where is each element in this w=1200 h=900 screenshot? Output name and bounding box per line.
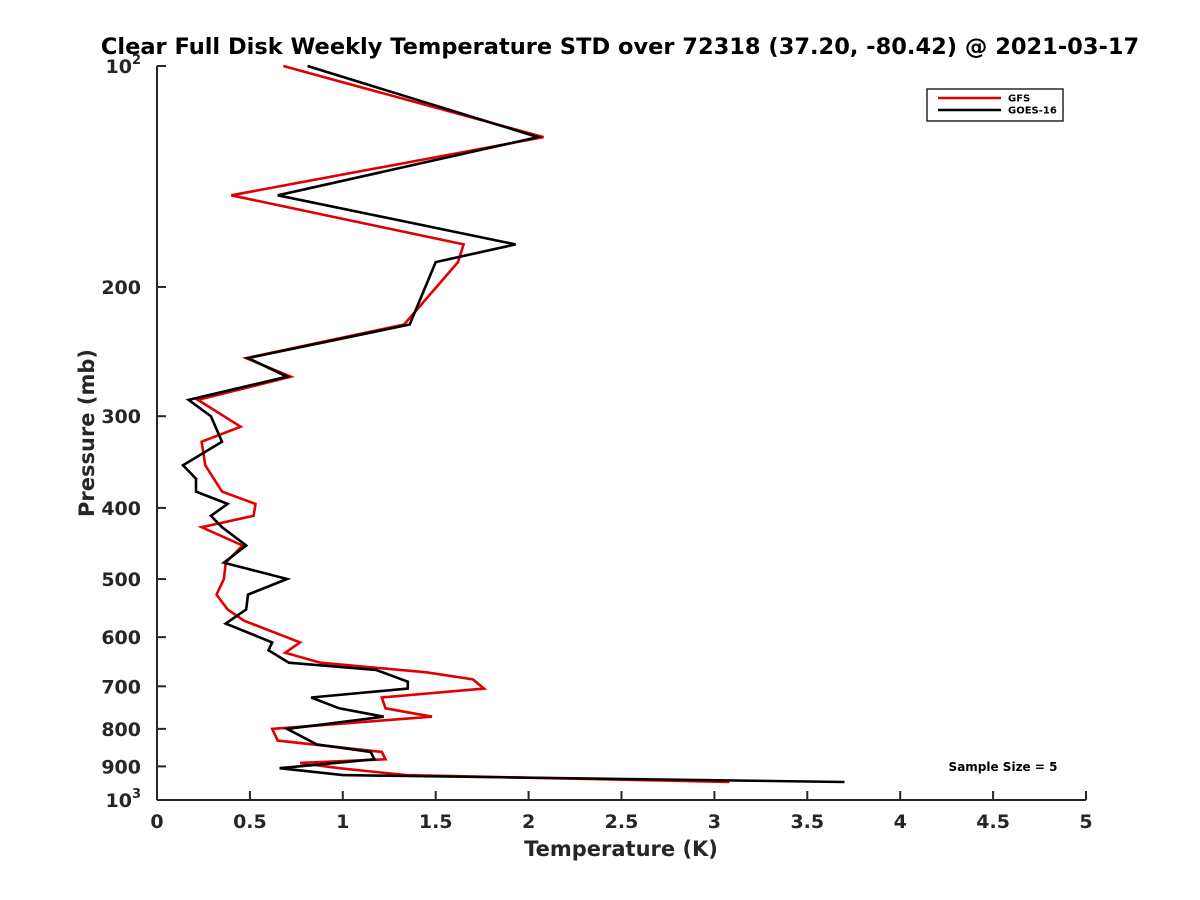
y-tick-label: 600 [101,627,141,649]
y-axis-label: Pressure (mb) [75,349,99,517]
y-tick-label: 300 [101,406,141,428]
y-tick-base: 10 [106,56,132,78]
x-tick-label: 4 [894,811,907,833]
series-line-gfs [194,64,730,784]
y-tick-exponent: 2 [132,53,141,68]
series-lines [180,64,845,784]
x-tick-label: 0 [150,811,163,833]
x-tick-label: 3.5 [790,811,824,833]
legend-box [926,88,1064,122]
y-tick-label: 102 [106,53,142,78]
x-tick-label: 2 [522,811,535,833]
y-tick-base: 200 [101,277,141,299]
y-tick-label: 900 [101,756,141,778]
x-tick-label: 2.5 [605,811,639,833]
x-axis-label: Temperature (K) [524,837,718,861]
sample-size-annotation: Sample Size = 5 [949,760,1058,774]
legend-label: GFS [1008,94,1030,105]
legend-label: GOES-16 [1008,106,1057,117]
plot-area: 0 0.5 1 1.5 2 2.5 3 3.5 4 4.5 5 102200300400500600… [101,53,1092,833]
y-tick-base: 10 [106,790,132,812]
x-tick-label: 3 [708,811,721,833]
y-tick-base: 500 [101,569,141,591]
y-tick-label: 200 [101,277,141,299]
y-tick-base: 700 [101,676,141,698]
series-line-goes-16 [180,64,845,784]
y-tick-label: 700 [101,676,141,698]
x-tick-label: 5 [1079,811,1092,833]
chart-title: Clear Full Disk Weekly Temperature STD o… [101,34,1139,60]
x-tick-label: 4.5 [976,811,1010,833]
y-tick-base: 300 [101,406,141,428]
y-tick-base: 600 [101,627,141,649]
x-ticks: 0 0.5 1 1.5 2 2.5 3 3.5 4 4.5 5 [150,791,1093,833]
x-tick-label: 0.5 [233,811,267,833]
y-tick-base: 900 [101,756,141,778]
x-tick-label: 1.5 [419,811,453,833]
y-tick-label: 800 [101,719,141,741]
y-tick-exponent: 3 [132,787,141,802]
y-tick-label: 500 [101,569,141,591]
y-tick-base: 800 [101,719,141,741]
x-tick-label: 1 [336,811,349,833]
y-tick-label: 400 [101,498,141,520]
y-tick-base: 400 [101,498,141,520]
y-tick-label: 103 [106,787,142,812]
